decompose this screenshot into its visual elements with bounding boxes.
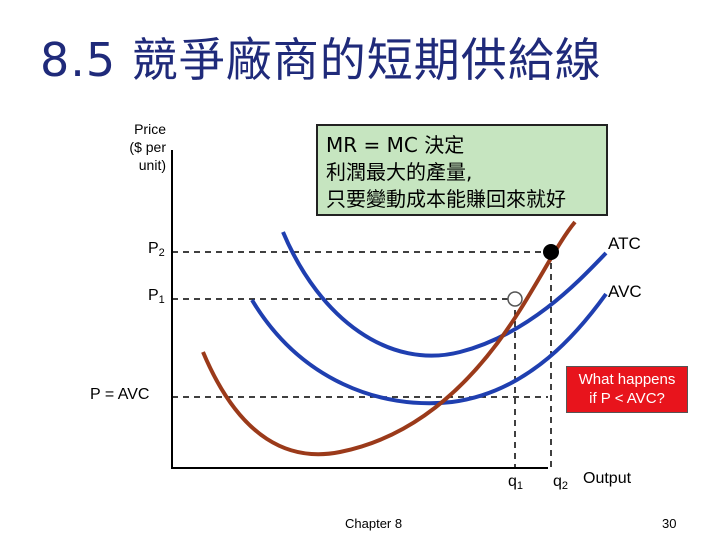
y-axis-label-line: Price	[134, 121, 166, 137]
question-line: if P < AVC?	[589, 390, 665, 407]
y-axis-label-line: ($ per	[129, 139, 166, 155]
callout-box: MR = MC 決定 利潤最大的產量, 只要變動成本能賺回來就好	[316, 124, 608, 216]
chapter-footer: Chapter 8	[345, 516, 403, 531]
q1-label: q1	[508, 473, 523, 492]
y-axis-label: Price ($ per unit)	[100, 120, 166, 174]
page-title: 8.5 競爭廠商的短期供給線	[40, 33, 602, 87]
q2-label-sub: 2	[561, 480, 569, 492]
p2-label: P2	[148, 240, 165, 259]
p1-equilibrium-point	[507, 291, 523, 307]
y-axis-label-line: unit)	[138, 157, 166, 173]
atc-curve	[281, 231, 608, 358]
p2-label-text: P	[148, 240, 159, 257]
question-box: What happens if P < AVC?	[566, 366, 688, 413]
page-number: 30	[662, 516, 677, 531]
p2-label-sub: 2	[158, 247, 165, 259]
callout-line: 只要變動成本能賺回來就好	[326, 187, 566, 211]
avc-curve	[250, 292, 608, 406]
callout-line: 利潤最大的產量,	[326, 160, 473, 184]
question-line: What happens	[578, 371, 676, 388]
p2-equilibrium-point	[543, 244, 559, 260]
p-avc-label: P = AVC	[90, 386, 150, 403]
q2-label-text: q	[553, 473, 562, 490]
mc-curve	[201, 220, 577, 457]
q1-label-sub: 1	[516, 480, 524, 492]
callout-line: MR = MC 決定	[326, 133, 465, 157]
q1-label-text: q	[508, 473, 517, 490]
atc-label: ATC	[608, 234, 641, 253]
p1-label: P1	[148, 287, 165, 306]
p1-label-text: P	[148, 287, 159, 304]
p1-label-sub: 1	[158, 294, 165, 306]
avc-label: AVC	[608, 282, 642, 301]
x-axis-label: Output	[583, 470, 632, 487]
q2-label: q2	[553, 473, 568, 492]
